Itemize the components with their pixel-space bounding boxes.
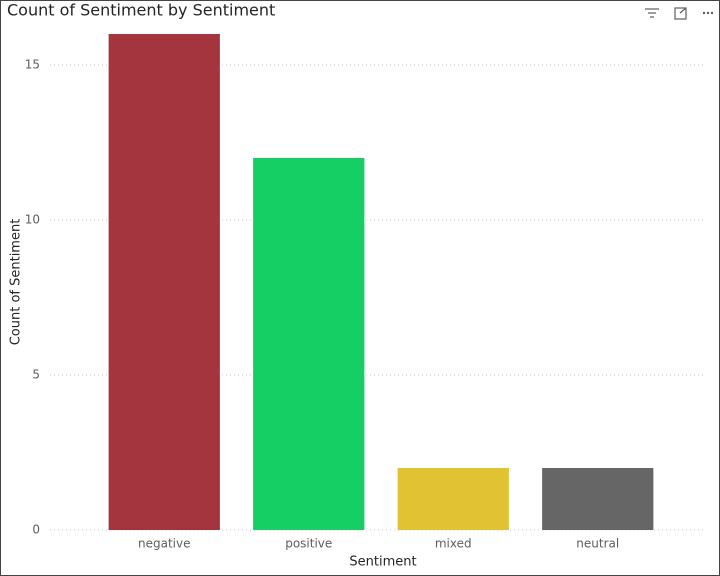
x-tick-label: positive (285, 537, 332, 551)
x-tick-label: neutral (576, 537, 619, 551)
bar (253, 158, 365, 530)
bar (542, 468, 654, 530)
y-axis-label: Count of Sentiment (9, 219, 24, 346)
bar (397, 468, 509, 530)
filter-icon[interactable] (645, 8, 659, 18)
x-axis-label: Sentiment (349, 555, 416, 570)
y-tick-label: 0 (32, 523, 40, 537)
x-tick-label: negative (138, 537, 190, 551)
more-options-icon[interactable] (702, 11, 714, 15)
y-tick-label: 15 (25, 58, 40, 72)
focus-mode-icon[interactable] (674, 7, 687, 20)
x-tick-label: mixed (435, 537, 472, 551)
y-tick-label: 10 (25, 213, 40, 227)
y-tick-label: 5 (32, 368, 40, 382)
chart-title: Count of Sentiment by Sentiment (7, 1, 275, 20)
bar (108, 34, 220, 530)
visual-header (645, 7, 714, 20)
